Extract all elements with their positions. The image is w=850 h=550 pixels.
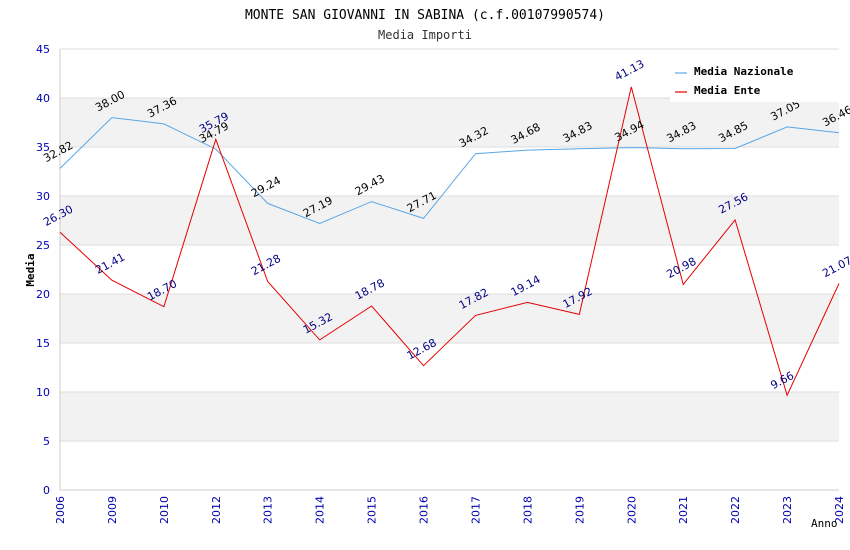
- chart-title: MONTE SAN GIOVANNI IN SABINA (c.f.001079…: [245, 8, 605, 23]
- x-tick-label-2017: 2017: [469, 496, 482, 524]
- grid-bands: [60, 98, 839, 441]
- axes: [59, 49, 839, 491]
- x-tick-label-2022: 2022: [729, 496, 742, 524]
- x-tick-label-2012: 2012: [210, 496, 223, 524]
- series-lines: [59, 86, 840, 397]
- x-tick-label-2009: 2009: [106, 496, 119, 524]
- x-tick-label-2014: 2014: [314, 496, 327, 524]
- x-tick-label-2021: 2021: [677, 496, 690, 524]
- data-label-media-nazionale: 29.43: [353, 172, 387, 198]
- data-label-media-ente: 9.66: [768, 369, 796, 392]
- grid-band: [60, 294, 839, 343]
- x-tick-label-2016: 2016: [418, 496, 431, 524]
- x-axis-label: Anno: [811, 517, 838, 530]
- y-tick-label-20: 20: [36, 288, 50, 301]
- series-line-media-ente: [59, 86, 840, 397]
- x-tick-label-2019: 2019: [573, 496, 586, 524]
- data-label-media-ente: 21.07: [820, 254, 850, 280]
- x-tick-label-2024: 2024: [833, 496, 846, 524]
- x-tick-label-2018: 2018: [521, 496, 534, 524]
- y-tick-label-30: 30: [36, 190, 50, 203]
- grid-band: [60, 196, 839, 245]
- series-line-media-nazionale: [59, 117, 840, 225]
- y-tick-label-15: 15: [36, 337, 50, 350]
- y-tick-label-10: 10: [36, 386, 50, 399]
- data-label-media-ente: 21.28: [249, 252, 283, 278]
- legend-label-media-ente: Media Ente: [694, 84, 761, 97]
- grid-band: [60, 98, 839, 147]
- x-tick-label-2013: 2013: [262, 496, 275, 524]
- grid-band: [60, 392, 839, 441]
- y-tick-label-45: 45: [36, 43, 50, 56]
- legend-label-media-nazionale: Media Nazionale: [694, 65, 794, 78]
- x-tick-label-2006: 2006: [54, 496, 67, 524]
- legend-background: [670, 58, 845, 102]
- y-tick-label-0: 0: [43, 484, 50, 497]
- x-tick-label-2023: 2023: [781, 496, 794, 524]
- y-tick-label-5: 5: [43, 435, 50, 448]
- grid-lines: [60, 48, 839, 491]
- legend: Media Nazionale Media Ente: [670, 58, 845, 102]
- x-tick-labels: 2006 2009 2010 2012 2013 2014 2015 2016 2017 2018…: [54, 496, 846, 524]
- y-tick-label-35: 35: [36, 141, 50, 154]
- y-tick-label-25: 25: [36, 239, 50, 252]
- x-tick-label-2020: 2020: [625, 496, 638, 524]
- data-label-media-ente: 41.13: [613, 57, 647, 83]
- y-axis-label: Media: [24, 253, 37, 286]
- x-tick-label-2010: 2010: [158, 496, 171, 524]
- x-tick-label-2015: 2015: [366, 496, 379, 524]
- chart-subtitle: Media Importi: [378, 28, 472, 42]
- y-tick-labels: 0 5 10 15 20 25 30 35 40 45: [36, 43, 50, 497]
- y-tick-label-40: 40: [36, 92, 50, 105]
- data-label-media-ente: 21.41: [93, 251, 127, 277]
